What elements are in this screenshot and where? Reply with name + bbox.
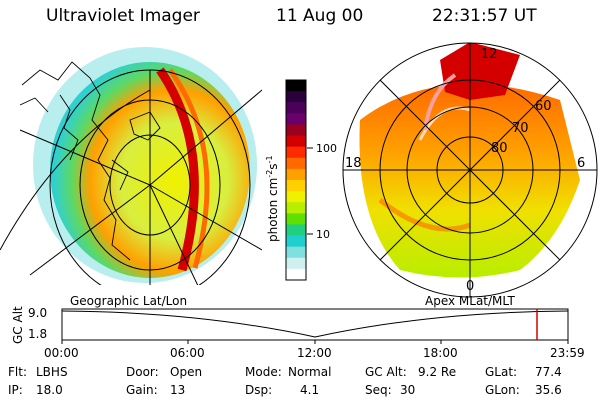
auroral-arc-left xyxy=(156,67,199,272)
colorbar-segment xyxy=(286,168,306,181)
colorbar-segment xyxy=(286,235,306,248)
coastlines xyxy=(19,61,161,261)
header-date: 11 Aug 00 xyxy=(276,6,364,26)
mode-label: Mode: xyxy=(245,365,282,379)
colorbar-tick-10: 10 xyxy=(316,228,330,241)
colorbar-segment xyxy=(286,91,306,103)
colorbar-segment xyxy=(286,80,306,92)
colorbar-segment xyxy=(286,102,306,114)
mlt-label-18: 18 xyxy=(345,156,362,171)
orbit-x-tick: 00:00 xyxy=(44,346,79,360)
ip-value: 18.0 xyxy=(36,383,63,397)
header-time: 22:31:57 UT xyxy=(432,6,537,26)
glat-value: 77.4 xyxy=(535,365,562,379)
glat-label: GLat: xyxy=(485,365,518,379)
orbit-y-bottom: 1.8 xyxy=(28,327,48,341)
orbit-x-tick: 12:00 xyxy=(297,346,332,360)
gcalt-value: 9.2 Re xyxy=(418,365,457,379)
colorbar-segment xyxy=(286,213,306,226)
colorbar-segment xyxy=(286,113,306,126)
orbit-x-ticks xyxy=(61,340,569,344)
colorbar-segment xyxy=(286,257,306,270)
door-label: Door: xyxy=(126,365,159,379)
auroral-arc-outer xyxy=(167,68,210,269)
mlt-label-0: 0 xyxy=(466,279,474,294)
colorbar-unit-label: photon cm-2s-1 xyxy=(265,155,280,242)
geo-grid xyxy=(0,69,262,285)
colorbar-segment xyxy=(286,180,306,192)
gcalt-label: GC Alt: xyxy=(365,365,407,379)
flt-value: LBHS xyxy=(36,365,68,379)
orbit-plot xyxy=(61,308,569,344)
mlt-label-12: 12 xyxy=(481,47,498,62)
instrument-title: Ultraviolet Imager xyxy=(46,6,200,26)
colorbar xyxy=(285,79,307,281)
colorbar-tick-100: 100 xyxy=(316,142,337,155)
colorbar-segment xyxy=(286,268,306,281)
colorbar-segment xyxy=(286,202,306,214)
mode-value: Normal xyxy=(288,365,332,379)
dsp-label: Dsp: xyxy=(245,383,273,397)
orbit-x-tick: 23:59 xyxy=(550,346,585,360)
glon-label: GLon: xyxy=(485,383,520,397)
glon-value: 35.6 xyxy=(535,383,562,397)
door-value: Open xyxy=(170,365,203,379)
polar-panel xyxy=(342,42,598,298)
orbit-y-top: 9.0 xyxy=(28,306,48,320)
seq-label: Seq: xyxy=(365,383,392,397)
colorbar-ticks xyxy=(307,147,313,235)
colorbar-frame xyxy=(285,79,307,281)
mlat-label-60: 60 xyxy=(535,99,552,114)
gain-value: 13 xyxy=(170,383,186,397)
colorbar-segment xyxy=(286,124,306,137)
polar-grid xyxy=(342,42,598,298)
orbit-axis-title: GC Alt xyxy=(11,306,25,344)
colorbar-segment xyxy=(286,146,306,159)
orbit-altitude-curve xyxy=(61,310,569,338)
orbit-x-tick: 18:00 xyxy=(423,346,458,360)
mlat-label-70: 70 xyxy=(512,121,529,136)
mlt-label-6: 6 xyxy=(577,156,585,171)
polar-arc xyxy=(423,73,457,131)
orbit-x-tick: 06:00 xyxy=(170,346,205,360)
apex-label: Apex MLat/MLT xyxy=(425,294,515,308)
seq-value: 30 xyxy=(400,383,416,397)
geographic-label: Geographic Lat/Lon xyxy=(70,294,188,308)
colorbar-segment xyxy=(286,224,306,237)
colorbar-segment xyxy=(286,157,306,170)
flt-label: Flt: xyxy=(8,365,27,379)
colorbar-segment xyxy=(286,191,306,203)
dsp-value: 4.1 xyxy=(300,383,320,397)
gain-label: Gain: xyxy=(126,383,158,397)
mlat-label-80: 80 xyxy=(491,141,508,156)
colorbar-segment xyxy=(286,135,306,148)
colorbar-segment xyxy=(286,246,306,259)
ip-label: IP: xyxy=(8,383,23,397)
geographic-panel xyxy=(0,47,262,285)
